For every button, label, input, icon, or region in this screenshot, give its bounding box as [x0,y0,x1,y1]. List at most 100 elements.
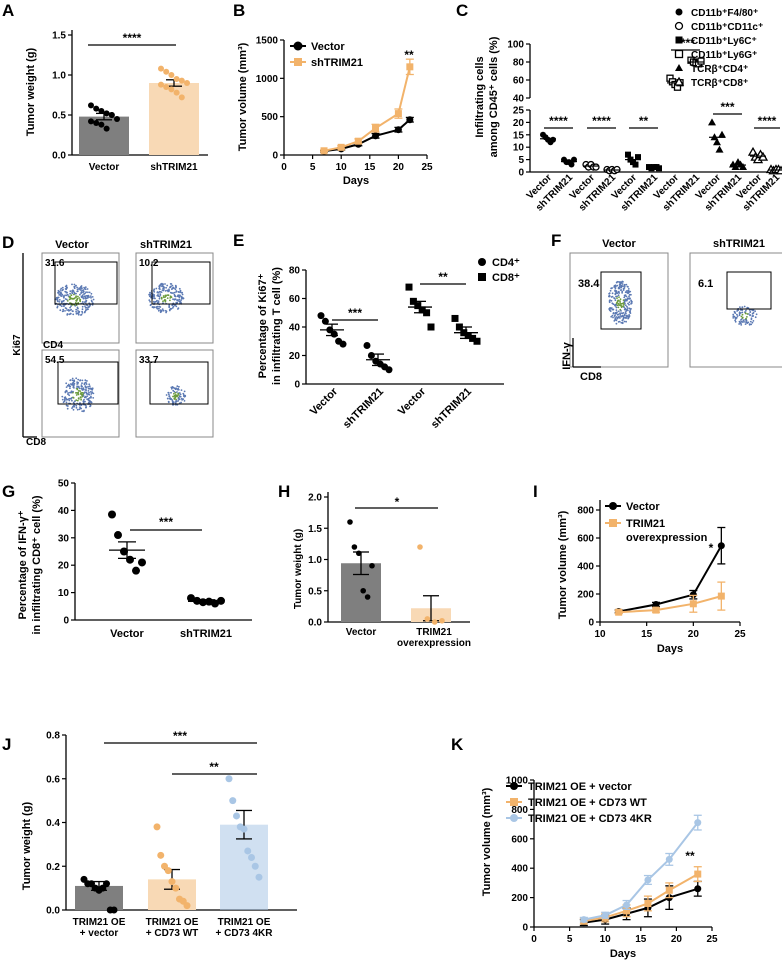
d-gate-value-3: 33.7 [139,355,159,366]
f-plot-0-dot-149 [615,290,618,293]
d-plot-0-dot-23 [75,284,77,287]
k-ytick-label-3: 600 [511,834,528,845]
j-xlabel-0: TRIM21 OE + vector [73,917,126,939]
k-point-1-2 [623,907,631,915]
d-plot-0-dot-186 [75,295,77,298]
f-plot-0-dot-40 [626,307,629,309]
e-ytick-label-2: 40 [289,323,301,334]
d-plot-2-dot-211 [88,391,90,394]
f-plot-1-dot-56 [740,324,743,326]
c-point-2-0-3 [632,161,639,168]
a-point-0-8 [98,121,105,128]
d-plot-2-dot-15 [65,401,68,404]
panel-label-k: K [451,735,464,754]
f-plot-0-dot-139 [624,298,627,301]
f-plot-1-dot-89 [738,314,741,317]
f-plot-0-dot-217 [622,302,625,304]
d-plot-0-dot-97 [76,306,79,309]
d-plot-0-dot-234 [65,307,68,310]
j-point-2-7 [251,862,259,870]
j-ytick-label-1: 0.2 [46,862,60,873]
d-plot-0-dot-242 [66,309,69,311]
d-plot-2-dot-25 [82,410,85,413]
c-ytick-low-label-0: 0 [518,168,524,179]
c-ytick-up-label-2: 80 [513,58,525,69]
f-plot-1-dot-51 [738,323,740,325]
d-plot-1-dot-37 [181,293,184,296]
d-plot-2-dot-100 [89,404,92,407]
d-plot-0-dot-215 [75,299,77,302]
d-plot-2-dot-201 [64,399,66,401]
d-plot-2-dot-157 [81,394,83,397]
f-plot-0-dot-194 [617,316,619,319]
f-col-vector: Vector [602,238,636,250]
d-plot-3-dot-82 [175,387,178,390]
i-ticks: 10 15 20 25 0 200 400 600 800 [577,506,746,641]
f-plot-0-dot-237 [613,297,615,299]
panel-a: A 0.0 0.5 1.0 1.5 Vector shTRIM21 Tumor wei… [2,1,208,173]
d-plot-3-dot-70 [176,395,179,397]
f-plot-0-dot-141 [620,315,622,318]
d-plot-2-dot-23 [80,384,83,386]
j-point-0-6 [103,880,110,888]
j-xlabel-0-line-0: TRIM21 OE [73,917,126,928]
d-plot-1-dot-216 [180,301,182,304]
k-point-2-3 [644,876,652,884]
d-plot-0-dot-130 [70,305,72,307]
f-plot-1-dot-29 [732,317,735,319]
d-plot-2-dot-80 [80,387,83,390]
a-point-1-4 [178,77,185,84]
d-plot-2-dot-206 [72,390,74,393]
d-plot-3-dot-83 [176,385,179,388]
d-plot-2-dot-47 [79,402,81,404]
f-plot-0-dot-241 [626,315,629,318]
d-plot-1-dot-70 [173,293,176,296]
k-xtick-label-5: 25 [706,934,718,945]
j-ytick-label-0: 0.0 [46,906,60,917]
f-plot-0-dot-153 [623,306,625,309]
d-plot-2-dot-216 [88,383,91,386]
f-plot-0-dot-221 [626,285,629,288]
f-plot-0-dot-100 [615,306,618,309]
c-point-4-0-0 [708,118,716,126]
d-plot-1-dot-27 [157,309,160,312]
f-plot-0-dot-177 [616,292,619,295]
d-plot-2-dot-121 [76,387,79,390]
d-plot-3-dot-73 [178,398,181,401]
c-point-4-1-1 [731,163,740,171]
d-plot-2-dot-176 [86,395,89,397]
f-plot-1-dot-13 [741,313,744,316]
d-plot-0-dot-78 [69,290,72,293]
panel-label-f: F [551,231,561,250]
f-plot-0-dot-148 [610,287,612,290]
k-point-2-0 [580,916,588,924]
g-groups [108,510,225,608]
f-plot-1-dot-80 [755,313,758,316]
k-line-2 [583,822,699,921]
e-legend-marker-cd8 [478,273,486,281]
d-gate-2 [57,361,119,405]
i-point-0-1 [652,601,660,608]
c-ytick-up-label-1: 60 [513,76,525,87]
k-xtick-label-1: 5 [567,934,573,945]
b-legend-shtrim21: shTRIM21 [311,57,363,69]
d-plot-0-dot-221 [60,305,63,308]
d-plot-0-dot-173 [69,302,71,304]
d-plot-1-dot-113 [168,309,171,312]
c-ytick-low-label-2: 10 [513,143,525,154]
h-bars [341,551,451,622]
i-xtick-label-0: 10 [594,629,606,640]
f-plot-0-dot-252 [627,317,629,320]
b-point-1-5 [406,63,414,71]
d-plot-2-dot-147 [82,392,84,394]
j-ytick-label-3: 0.6 [46,774,60,785]
d-plot-0-dot-61 [60,287,63,290]
f-plot-0-dot-247 [608,301,611,304]
panel-label-j: J [2,735,11,754]
i-ytick-label-0: 0 [588,618,594,629]
i-ytick-label-3: 600 [577,534,594,545]
a-y-ticks: 0.0 0.5 1.0 1.5 [52,31,72,162]
d-plot-2-dot-155 [72,386,75,389]
f-plot-1-dot-82 [745,309,747,312]
